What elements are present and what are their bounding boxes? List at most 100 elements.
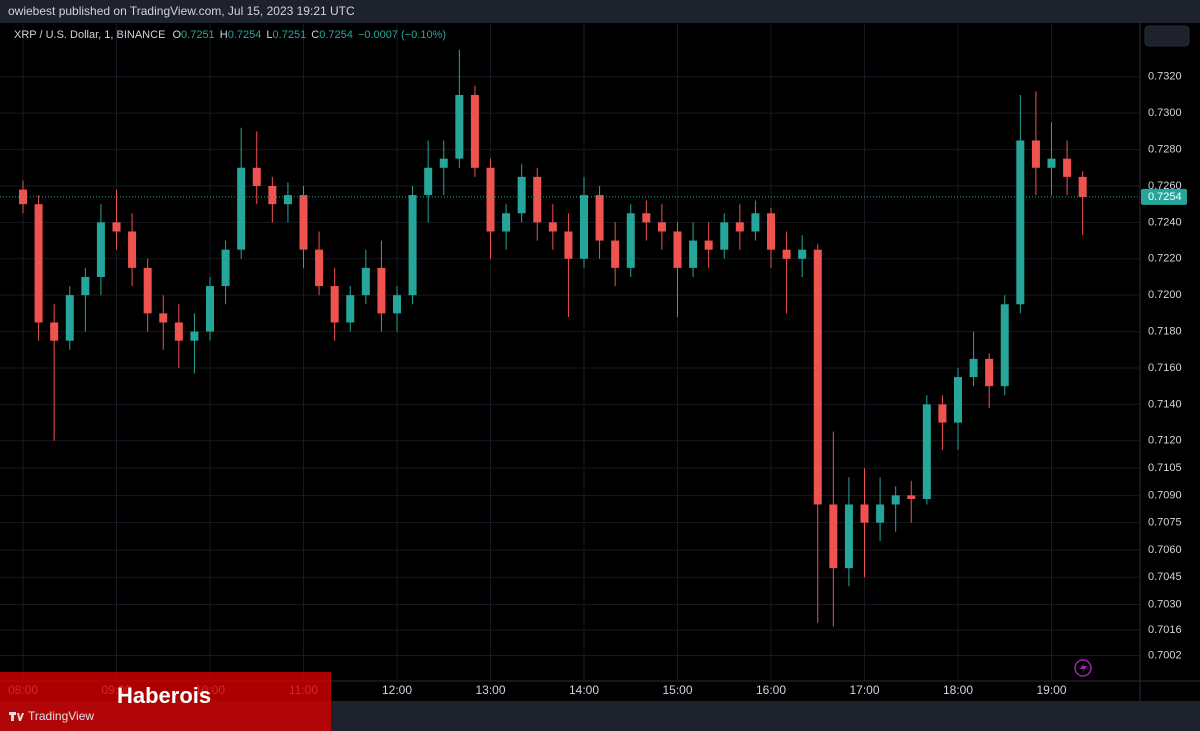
y-tick-label: 0.7016 [1148, 624, 1182, 636]
y-tick-label: 0.7030 [1148, 598, 1182, 610]
candle-body [393, 295, 401, 314]
candle-body [112, 222, 121, 232]
ohlc-label: H [220, 29, 228, 41]
x-tick-label: 19:00 [1036, 683, 1066, 697]
candle-body [237, 167, 246, 250]
y-tick-label: 0.7200 [1148, 289, 1182, 301]
y-tick-label: 0.7090 [1148, 489, 1182, 501]
candle-body [221, 249, 230, 287]
candle-body [50, 322, 59, 341]
candle-body [1047, 158, 1056, 168]
candle-body [206, 286, 214, 332]
candle-body [81, 276, 90, 296]
candle-body [735, 222, 744, 232]
candle-body [969, 358, 978, 378]
y-tick-label: 0.7120 [1148, 435, 1182, 447]
x-tick-label: 17:00 [849, 683, 879, 697]
candle-body [642, 213, 651, 223]
watermark: TradingView [28, 709, 94, 723]
y-tick-label: 0.7160 [1148, 362, 1182, 374]
candle-body [564, 231, 573, 259]
y-tick-label: 0.7140 [1148, 398, 1182, 410]
panel [0, 23, 1200, 701]
y-tick-label: 0.7220 [1148, 253, 1182, 265]
candle-body [502, 213, 511, 232]
last-price-label: 0.7254 [1148, 191, 1182, 203]
candle-body [159, 313, 168, 323]
y-tick-label: 0.7240 [1148, 216, 1182, 228]
candle-body [891, 495, 900, 505]
candle-body [657, 222, 666, 232]
x-tick-label: 14:00 [569, 683, 599, 697]
candle-body [517, 176, 526, 214]
candle-body [673, 231, 682, 268]
candle-body [798, 249, 807, 259]
y-tick-label: 0.7060 [1148, 544, 1182, 556]
candle-body [533, 176, 542, 223]
candle-body [408, 195, 417, 296]
candle-body [1078, 176, 1087, 197]
candle-body [1063, 158, 1072, 177]
candle-body [595, 195, 604, 241]
x-tick-label: 13:00 [475, 683, 505, 697]
candle-body [346, 295, 355, 323]
banner-text: Haberois [117, 683, 211, 708]
candle-body [548, 222, 557, 232]
candle-body [1031, 140, 1040, 168]
candle-body [922, 404, 931, 500]
candle-body [938, 404, 947, 423]
y-tick-label: 0.7075 [1148, 517, 1182, 529]
x-tick-label: 16:00 [756, 683, 786, 697]
x-tick-label: 18:00 [943, 683, 973, 697]
candle-body [782, 249, 791, 259]
candle-body [143, 267, 152, 314]
ohlc-label: L [266, 29, 272, 41]
candle-body [128, 231, 137, 268]
candle-body [767, 213, 775, 250]
candle-body [96, 222, 105, 277]
candle-body [876, 504, 885, 523]
alert-icon[interactable] [1074, 659, 1092, 677]
candle-body [19, 189, 27, 205]
candle-body [704, 240, 713, 250]
last-price-box [1141, 188, 1187, 205]
candle-body [377, 267, 386, 314]
watermark-logo [9, 712, 24, 721]
y-tick-label: 0.7002 [1148, 649, 1182, 661]
candle-body [689, 240, 698, 268]
candle-body [252, 167, 261, 186]
menu-button[interactable] [1144, 25, 1190, 47]
candle-body [361, 267, 370, 296]
candle-body [829, 504, 838, 569]
y-tick-label: 0.7320 [1148, 71, 1182, 83]
candle-body [626, 213, 635, 268]
banner [0, 672, 331, 731]
y-tick-label: 0.7260 [1148, 180, 1182, 192]
candle-body [954, 377, 962, 423]
candle-body [580, 195, 588, 259]
candle-body [330, 286, 339, 323]
candle-body [985, 358, 994, 387]
y-tick-label: 0.7300 [1148, 107, 1182, 119]
candle-body [470, 94, 479, 168]
candle-body [907, 495, 916, 500]
alert-bolt [1080, 662, 1087, 674]
candle-body [860, 504, 869, 523]
candle-body [844, 504, 853, 569]
candle-body [455, 94, 464, 159]
candle-body [611, 240, 620, 268]
ohlc-label: O [172, 29, 181, 41]
candle-body [65, 295, 74, 341]
x-tick-label: 15:00 [662, 683, 692, 697]
candle-body [813, 249, 822, 505]
y-tick-label: 0.7280 [1148, 143, 1182, 155]
candle-body [424, 167, 433, 196]
y-tick-label: 0.7045 [1148, 571, 1182, 583]
change: −0.0007 (−0.10%) [358, 29, 446, 41]
candle-body [439, 158, 448, 168]
candle-body [751, 213, 760, 232]
published: owiebest published on TradingView.com, J… [8, 4, 355, 18]
symbol: XRP / U.S. Dollar, 1, BINANCE [14, 29, 165, 41]
candle-body [720, 222, 729, 250]
